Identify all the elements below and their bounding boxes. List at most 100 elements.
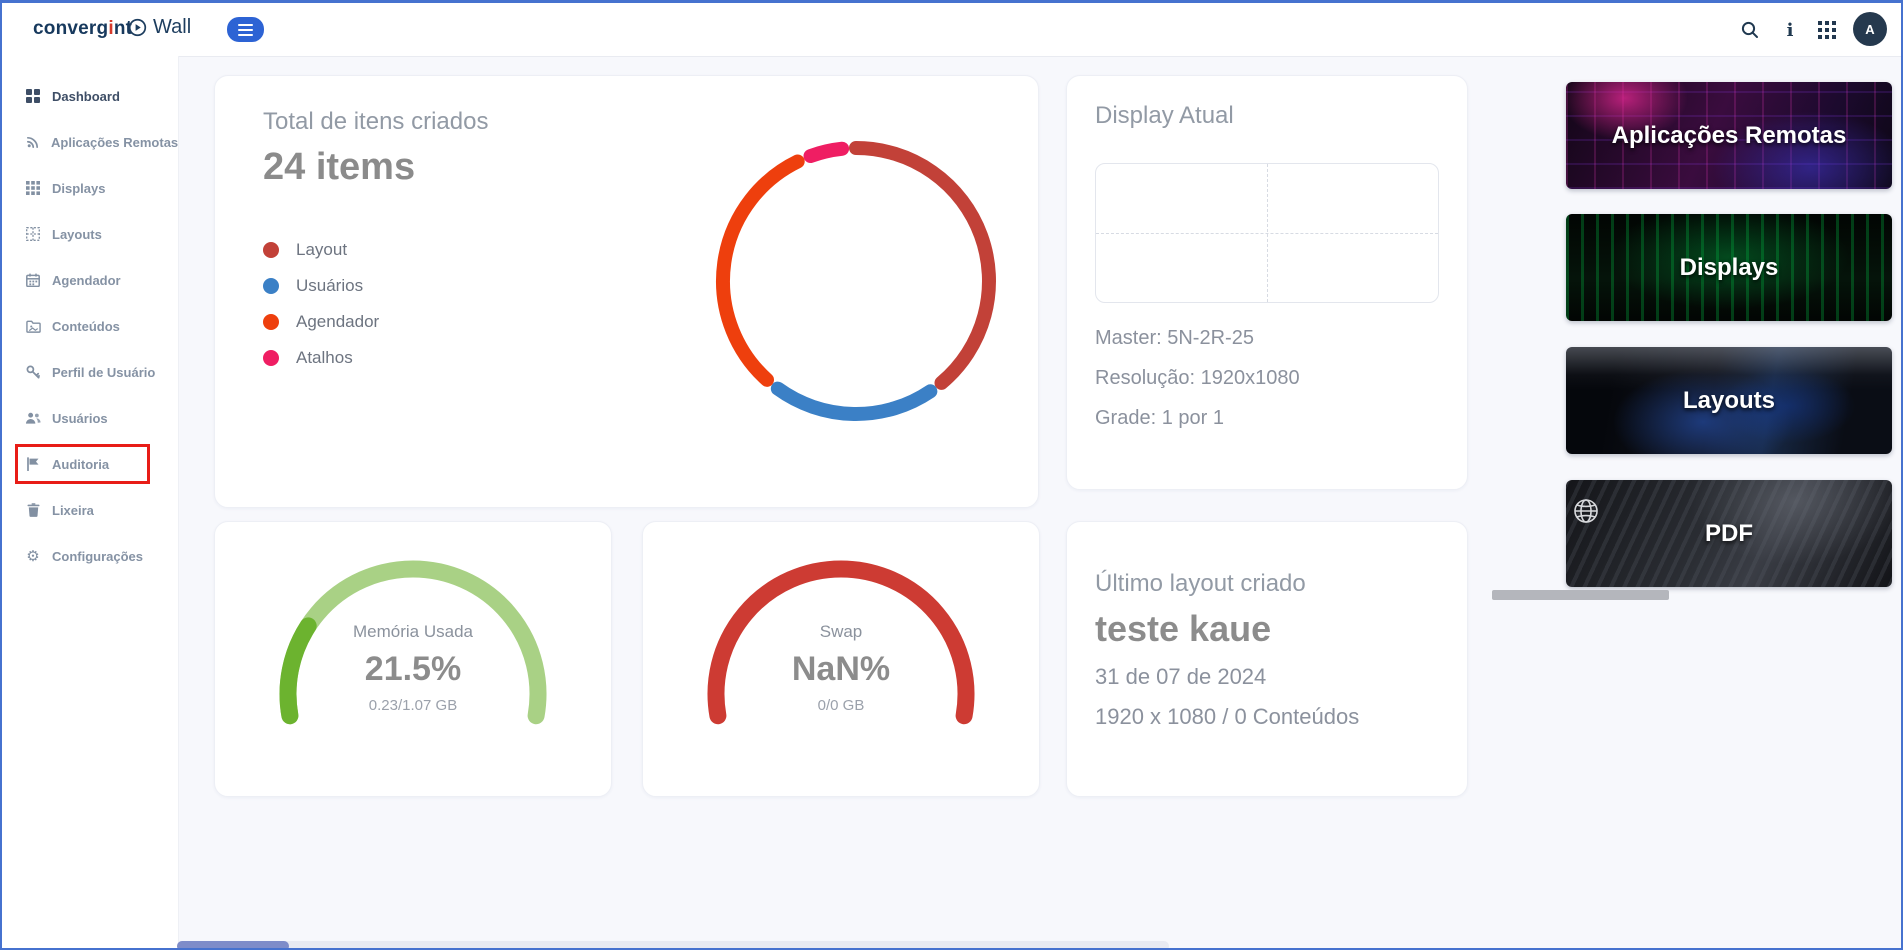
last-layout-title: Último layout criado (1095, 570, 1306, 597)
hamburger-icon (238, 23, 253, 26)
memory-gauge-label: Memória Usada (353, 622, 473, 641)
shortcut-label: Displays (1679, 253, 1779, 281)
donut-legend: Layout Usuários Agendador Atalhos (263, 232, 379, 376)
legend-label: Atalhos (296, 348, 353, 367)
shortcut-label: PDF (1705, 519, 1753, 547)
swap-gauge-card: Swap NaN% 0/0 GB (642, 521, 1040, 797)
swap-gauge-chart (707, 560, 975, 725)
page-horizontal-scrollbar-thumb[interactable] (177, 941, 289, 948)
memory-gauge-sub: 0.23/1.07 GB (368, 697, 458, 714)
legend-dot (263, 314, 279, 330)
sidebar-item-agendador[interactable]: Agendador (2, 257, 178, 303)
legend-dot (263, 278, 279, 294)
logo-text-accent: i (108, 18, 114, 39)
sidebar-item-label: Perfil de Usuário (52, 364, 156, 380)
play-circle-icon (128, 18, 147, 37)
sidebar-item-lixeira[interactable]: Lixeira (2, 487, 178, 533)
sidebar-item-perfil-de-usuario[interactable]: Perfil de Usuário (2, 349, 178, 395)
preview-dashed-vertical (1267, 164, 1268, 302)
last-layout-name: teste kaue (1095, 608, 1272, 649)
shortcut-label: Aplicações Remotas (1611, 121, 1847, 149)
sidebar-item-label: Usuários (52, 410, 108, 426)
layouts-icon (25, 226, 41, 242)
sidebar-item-label: Layouts (52, 226, 102, 242)
gear-icon: ⚙ (26, 547, 40, 565)
user-avatar[interactable]: A (1853, 12, 1887, 46)
swap-gauge-sub: 0/0 GB (817, 697, 865, 714)
sidebar-item-usuarios[interactable]: Usuários (2, 395, 178, 441)
sidebar-item-displays[interactable]: Displays (2, 165, 178, 211)
shortcut-card-layouts[interactable]: Layouts (1566, 347, 1892, 454)
logo-text-pre: converg (33, 18, 109, 39)
apps-grid-icon[interactable] (1814, 17, 1840, 43)
sidebar-item-dashboard[interactable]: Dashboard (2, 73, 178, 119)
totals-title: Total de itens criados (263, 108, 489, 135)
memory-gauge-value: 21.5% (364, 650, 462, 688)
swap-gauge-value: NaN% (791, 650, 891, 688)
sidebar-toggle-button[interactable] (227, 17, 264, 42)
totals-value: 24 items (263, 146, 416, 188)
current-display-card: Display Atual Master: 5N-2R-25 Resolução… (1066, 75, 1468, 490)
sidebar-item-auditoria[interactable]: Auditoria (2, 441, 178, 487)
shortcut-card-displays[interactable]: Displays (1566, 214, 1892, 321)
page-horizontal-scrollbar-track[interactable] (177, 941, 1169, 948)
sidebar-item-label: Conteúdos (52, 318, 120, 334)
items-donut-chart (716, 141, 996, 421)
app-name: Wall (153, 16, 192, 38)
last-layout-meta: 1920 x 1080 / 0 Conteúdos (1095, 704, 1360, 729)
legend-item-layout: Layout (263, 232, 379, 268)
display-master: Master: 5N-2R-25 (1095, 327, 1254, 349)
legend-label: Agendador (296, 312, 380, 331)
sidebar-item-aplicacoes-remotas[interactable]: Aplicações Remotas (2, 119, 178, 165)
sidebar-item-label: Agendador (52, 272, 121, 288)
memory-gauge-card: Memória Usada 21.5% 0.23/1.07 GB (214, 521, 612, 797)
sidebar-item-label: Displays (52, 180, 106, 196)
sidebar-item-label: Lixeira (52, 502, 94, 518)
wall-brand: Wall (128, 16, 191, 39)
legend-dot (263, 350, 279, 366)
globe-icon (1571, 496, 1601, 531)
legend-label: Layout (296, 240, 348, 259)
shortcut-label: Layouts (1682, 386, 1775, 414)
flag-icon (25, 456, 41, 472)
key-icon (25, 364, 41, 380)
media-folder-icon (25, 318, 41, 334)
legend-item-agendador: Agendador (263, 304, 379, 340)
shortcut-card-aplicacoes-remotas[interactable]: Aplicações Remotas (1566, 82, 1892, 189)
last-layout-date: 31 de 07 de 2024 (1095, 664, 1267, 689)
top-header: convergint Wall i A (2, 3, 1901, 57)
sidebar-item-layouts[interactable]: Layouts (2, 211, 178, 257)
search-icon[interactable] (1737, 17, 1763, 43)
display-card-title: Display Atual (1095, 102, 1234, 129)
remote-signal-icon (25, 134, 40, 150)
legend-item-atalhos: Atalhos (263, 340, 379, 376)
dashboard-icon (25, 88, 41, 104)
sidebar-item-label: Dashboard (52, 88, 120, 104)
shortcut-card-pdf[interactable]: PDF (1566, 480, 1892, 587)
sidebar-item-configuracoes[interactable]: ⚙ Configurações (2, 533, 178, 579)
display-resolution: Resolução: 1920x1080 (1095, 367, 1300, 389)
info-icon[interactable]: i (1786, 19, 1794, 41)
shortcut-panel-scrollbar[interactable] (1492, 590, 1669, 600)
totals-card: Total de itens criados 24 items Layout U… (214, 75, 1039, 508)
display-grid-preview (1095, 163, 1439, 303)
sidebar-item-conteudos[interactable]: Conteúdos (2, 303, 178, 349)
convergint-logo: convergint (33, 18, 132, 40)
sidebar-nav: Dashboard Aplicações Remotas Displays La… (2, 56, 179, 948)
display-grid: Grade: 1 por 1 (1095, 407, 1224, 429)
trash-icon (25, 502, 41, 518)
legend-label: Usuários (296, 276, 364, 295)
sidebar-item-label: Configurações (52, 548, 144, 564)
memory-gauge-chart (279, 560, 547, 725)
legend-dot (263, 242, 279, 258)
sidebar-item-label: Auditoria (52, 456, 110, 472)
logo-text-post: nt (113, 18, 133, 39)
swap-gauge-label: Swap (819, 622, 863, 641)
calendar-icon (25, 272, 41, 288)
users-icon (25, 410, 41, 426)
displays-grid-icon (25, 180, 41, 196)
sidebar-item-label: Aplicações Remotas (51, 134, 179, 150)
last-layout-card: Último layout criado teste kaue 31 de 07… (1066, 521, 1468, 797)
legend-item-usuarios: Usuários (263, 268, 379, 304)
